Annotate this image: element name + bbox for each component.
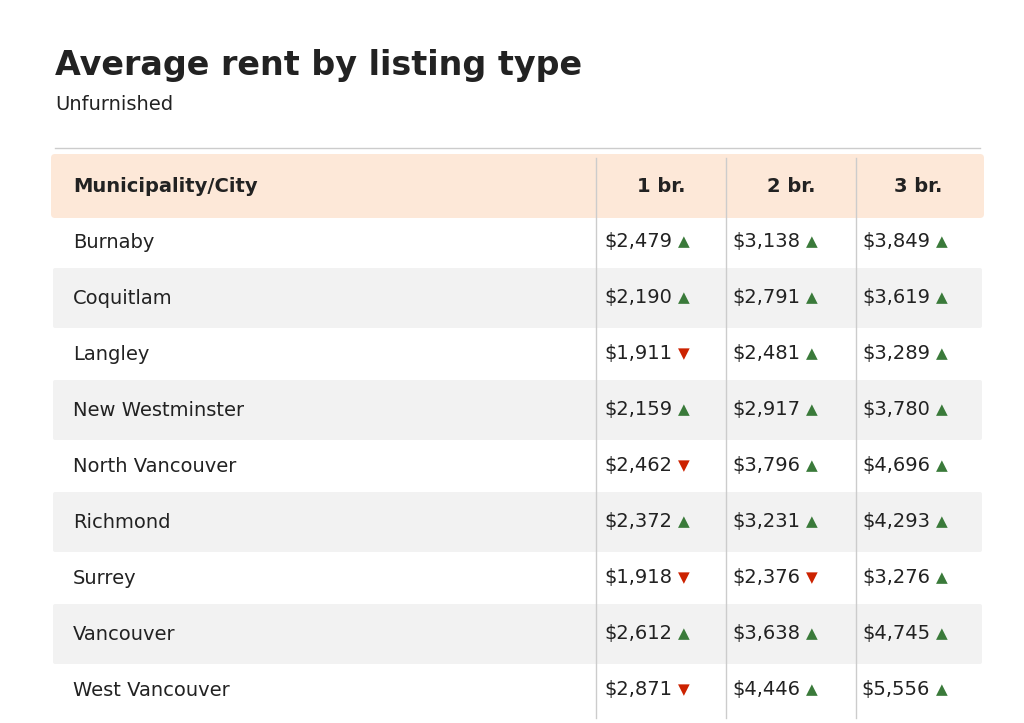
Text: $3,619: $3,619 <box>862 288 930 307</box>
Text: ▲: ▲ <box>936 515 948 529</box>
Text: $3,138: $3,138 <box>732 233 800 252</box>
Text: ▲: ▲ <box>806 683 818 698</box>
Text: $1,911: $1,911 <box>604 344 672 364</box>
Text: ▲: ▲ <box>678 627 690 641</box>
Text: $4,745: $4,745 <box>862 625 930 643</box>
Text: $3,231: $3,231 <box>732 513 800 531</box>
Text: $2,481: $2,481 <box>732 344 800 364</box>
Text: $3,276: $3,276 <box>862 568 930 588</box>
Text: Municipality/City: Municipality/City <box>73 176 258 195</box>
Text: Unfurnished: Unfurnished <box>55 95 173 114</box>
Text: ▲: ▲ <box>678 515 690 529</box>
Text: Average rent by listing type: Average rent by listing type <box>55 49 582 82</box>
FancyBboxPatch shape <box>53 380 982 440</box>
Text: $2,159: $2,159 <box>604 401 672 419</box>
Text: ▲: ▲ <box>678 234 690 249</box>
Text: ▲: ▲ <box>936 683 948 698</box>
Text: New Westminster: New Westminster <box>73 401 244 419</box>
Text: ▲: ▲ <box>678 403 690 417</box>
Text: Surrey: Surrey <box>73 568 136 588</box>
Text: ▲: ▲ <box>936 234 948 249</box>
Text: Langley: Langley <box>73 344 150 364</box>
Text: North Vancouver: North Vancouver <box>73 456 237 476</box>
FancyBboxPatch shape <box>53 268 982 328</box>
Text: $4,446: $4,446 <box>732 680 800 699</box>
Text: $2,871: $2,871 <box>604 680 672 699</box>
Text: ▼: ▼ <box>678 683 690 698</box>
Text: $1,918: $1,918 <box>604 568 672 588</box>
Text: ▲: ▲ <box>936 291 948 306</box>
Text: $2,791: $2,791 <box>732 288 800 307</box>
Text: ▲: ▲ <box>936 403 948 417</box>
Text: 3 br.: 3 br. <box>894 176 942 195</box>
Text: ▼: ▼ <box>806 570 818 586</box>
Text: $3,638: $3,638 <box>732 625 800 643</box>
Text: 1 br.: 1 br. <box>637 176 685 195</box>
Text: $2,376: $2,376 <box>732 568 800 588</box>
Text: $5,556: $5,556 <box>861 680 930 699</box>
Text: ▼: ▼ <box>678 346 690 362</box>
Text: $3,780: $3,780 <box>862 401 930 419</box>
Text: $2,612: $2,612 <box>604 625 672 643</box>
Text: ▲: ▲ <box>806 515 818 529</box>
Text: Coquitlam: Coquitlam <box>73 288 173 307</box>
Text: $3,796: $3,796 <box>732 456 800 476</box>
Text: ▼: ▼ <box>678 570 690 586</box>
Text: 2 br.: 2 br. <box>767 176 815 195</box>
Text: Vancouver: Vancouver <box>73 625 176 643</box>
Text: ▼: ▼ <box>678 458 690 474</box>
Text: $2,372: $2,372 <box>604 513 672 531</box>
Text: ▲: ▲ <box>806 346 818 362</box>
Text: $3,289: $3,289 <box>862 344 930 364</box>
FancyBboxPatch shape <box>53 604 982 664</box>
Text: ▲: ▲ <box>806 291 818 306</box>
FancyBboxPatch shape <box>51 154 984 218</box>
Text: Burnaby: Burnaby <box>73 233 155 252</box>
Text: Richmond: Richmond <box>73 513 171 531</box>
Text: $2,917: $2,917 <box>732 401 800 419</box>
Text: $4,293: $4,293 <box>862 513 930 531</box>
Text: ▲: ▲ <box>936 458 948 474</box>
Text: $2,190: $2,190 <box>604 288 672 307</box>
Text: ▲: ▲ <box>678 291 690 306</box>
Text: $4,696: $4,696 <box>862 456 930 476</box>
Text: ▲: ▲ <box>936 627 948 641</box>
Text: ▲: ▲ <box>806 234 818 249</box>
FancyBboxPatch shape <box>53 492 982 552</box>
Text: ▲: ▲ <box>806 627 818 641</box>
Text: $2,479: $2,479 <box>604 233 672 252</box>
Text: ▲: ▲ <box>806 403 818 417</box>
Text: ▲: ▲ <box>806 458 818 474</box>
Text: ▲: ▲ <box>936 570 948 586</box>
Text: $2,462: $2,462 <box>604 456 672 476</box>
Text: ▲: ▲ <box>936 346 948 362</box>
Text: West Vancouver: West Vancouver <box>73 680 229 699</box>
Text: $3,849: $3,849 <box>862 233 930 252</box>
